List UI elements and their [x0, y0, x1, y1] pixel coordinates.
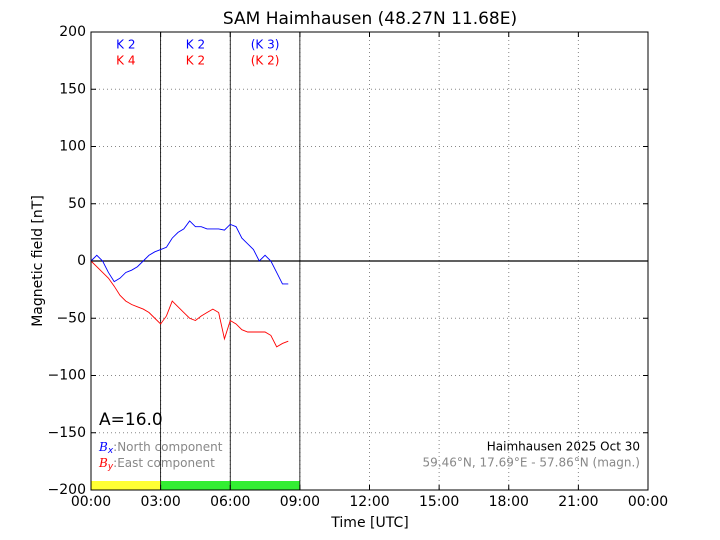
legend-label: North component — [117, 440, 223, 454]
y-tick-label: 50 — [68, 196, 86, 212]
station-date: Haimhausen 2025 Oct 30 — [487, 440, 640, 454]
x-tick-label: 21:00 — [558, 494, 598, 510]
x-tick-label: 00:00 — [71, 494, 111, 510]
y-tick-label: 150 — [59, 81, 86, 97]
x-tick-label: 09:00 — [280, 494, 320, 510]
legend-entry: By:East component — [98, 456, 215, 472]
legend-colon: : — [113, 440, 117, 454]
x-tick-label: 18:00 — [489, 494, 529, 510]
y-tick-label: −200 — [48, 482, 86, 498]
k-index-north: (K 3) — [251, 38, 280, 52]
y-axis-label: Magnetic field [nT] — [30, 195, 46, 327]
data-line — [90, 220, 289, 285]
y-tick-label: 200 — [59, 24, 86, 40]
k-index-east: (K 2) — [251, 54, 280, 68]
y-tick-label: 0 — [77, 253, 86, 269]
k-index-east: K 2 — [186, 54, 205, 68]
legend-label: East component — [117, 456, 215, 470]
legend-subscript: y — [107, 462, 114, 472]
x-tick-label: 12:00 — [349, 494, 389, 510]
legend-symbol: B — [98, 456, 108, 470]
x-tick-label: 03:00 — [140, 494, 180, 510]
x-tick-label: 00:00 — [628, 494, 668, 510]
x-axis-label: Time [UTC] — [330, 515, 408, 531]
k-index-north: K 2 — [116, 38, 135, 52]
k-index-east: K 4 — [116, 54, 135, 68]
y-tick-label: −50 — [56, 310, 86, 326]
x-tick-label: 06:00 — [210, 494, 250, 510]
y-tick-label: 100 — [59, 139, 86, 155]
a-index: A=16.0 — [99, 410, 163, 430]
x-tick-label: 15:00 — [419, 494, 459, 510]
activity-bar — [91, 481, 161, 490]
plot-frame — [90, 31, 649, 491]
legend-colon: : — [113, 456, 117, 470]
legend-subscript: x — [107, 446, 114, 456]
chart-title: SAM Haimhausen (48.27N 11.68E) — [223, 9, 517, 29]
data-line — [90, 260, 289, 348]
k-index-north: K 2 — [186, 38, 205, 52]
legend-symbol: B — [98, 440, 108, 454]
y-tick-label: −150 — [48, 425, 86, 441]
coordinates: 59.46°N, 17.69°E - 57.86°N (magn.) — [423, 456, 640, 470]
legend-entry: Bx:North component — [98, 440, 223, 456]
y-tick-label: −100 — [48, 368, 86, 384]
